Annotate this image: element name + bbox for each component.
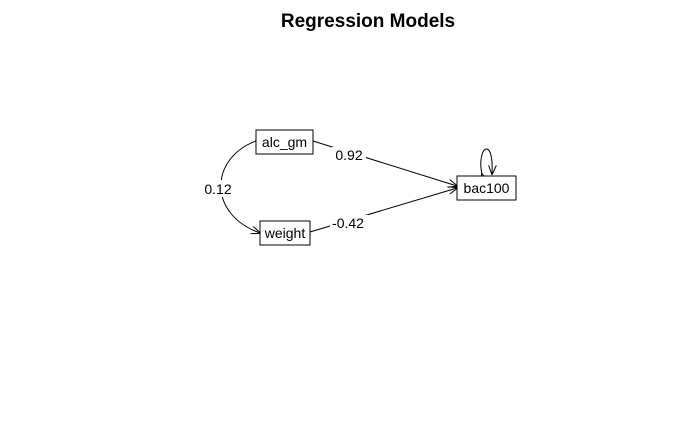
weight-path-label-bg: [330, 215, 368, 231]
node-alc-gm-label: alc_gm: [262, 134, 307, 150]
covariance-label: 0.12: [204, 181, 231, 197]
node-bac100-label: bac100: [464, 180, 510, 196]
node-bac100-box: [456, 175, 517, 201]
residual-loop: [481, 148, 492, 174]
node-weight-box: [259, 220, 311, 246]
node-weight-label: weight: [264, 225, 306, 241]
node-alc-gm-box: [255, 129, 314, 155]
edge-weight-to-bac100: -0.42: [309, 188, 457, 233]
covariance-label-bg: [201, 180, 235, 197]
node-bac100: bac100: [456, 175, 517, 201]
edge-bac100-residual: [481, 148, 492, 174]
diagram-title: Regression Models: [281, 11, 455, 32]
alc-gm-path-label-bg: [332, 147, 366, 163]
edge-alc-gm-weight-covariance: 0.12: [201, 141, 260, 233]
node-weight: weight: [259, 220, 311, 246]
weight-path-label: -0.42: [332, 215, 364, 231]
alc-gm-path-label: 0.92: [335, 147, 362, 163]
edge-alc-gm-to-bac100: 0.92: [312, 140, 457, 186]
node-alc-gm: alc_gm: [255, 129, 314, 155]
